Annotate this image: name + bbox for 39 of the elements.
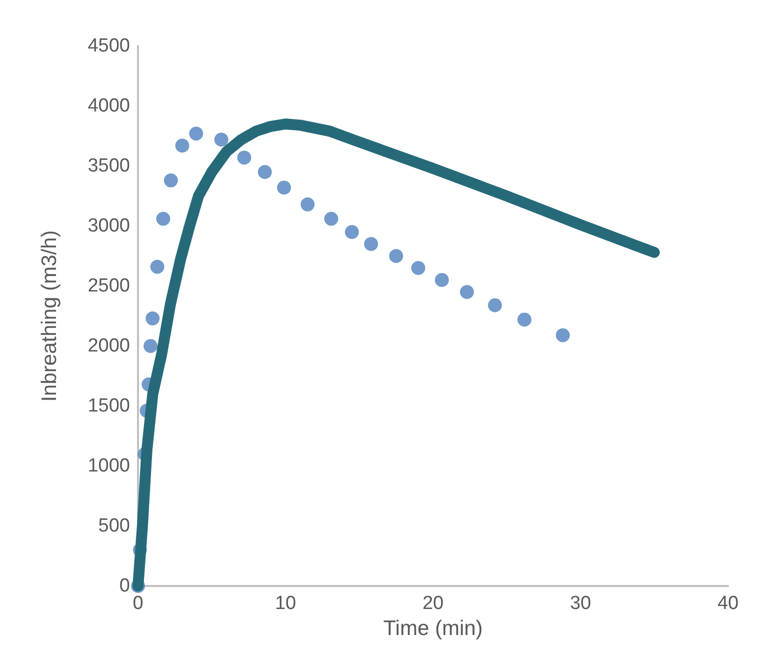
x-tick-label: 30 xyxy=(570,593,592,614)
y-tick-label: 1500 xyxy=(88,396,130,416)
x-tick-label: 40 xyxy=(717,593,739,614)
point xyxy=(364,237,378,251)
point xyxy=(146,311,160,326)
y-tick-label: 4500 xyxy=(88,36,130,56)
point xyxy=(175,138,190,153)
point xyxy=(324,212,338,226)
point xyxy=(150,260,164,274)
x-tick-label: 20 xyxy=(422,593,444,614)
point xyxy=(517,312,532,327)
point xyxy=(411,261,426,275)
point xyxy=(258,165,272,179)
point xyxy=(277,180,292,195)
point xyxy=(189,126,204,141)
point xyxy=(460,285,474,299)
y-axis-title: Inbreathing (m3/h) xyxy=(38,230,61,402)
y-tick-label: 1000 xyxy=(88,456,130,476)
y-tick-label: 0 xyxy=(119,576,130,596)
point xyxy=(214,132,228,147)
point xyxy=(237,150,252,165)
point xyxy=(144,339,158,353)
y-tick-label: 2500 xyxy=(88,276,130,296)
point xyxy=(434,273,449,287)
y-tick-label: 500 xyxy=(98,516,130,536)
point xyxy=(300,197,315,212)
point xyxy=(344,225,359,239)
point xyxy=(389,249,404,263)
point xyxy=(556,328,570,342)
y-tick-label: 3000 xyxy=(88,216,130,236)
y-tick-label: 2000 xyxy=(88,336,130,356)
point xyxy=(156,212,170,226)
y-tick-label: 4000 xyxy=(88,96,130,116)
x-tick-label: 0 xyxy=(132,593,144,614)
x-tick-label: 10 xyxy=(274,593,296,614)
point xyxy=(164,173,178,188)
y-tick-label: 3500 xyxy=(88,156,130,176)
x-axis-title: Time (min) xyxy=(383,616,483,640)
point xyxy=(488,298,502,312)
